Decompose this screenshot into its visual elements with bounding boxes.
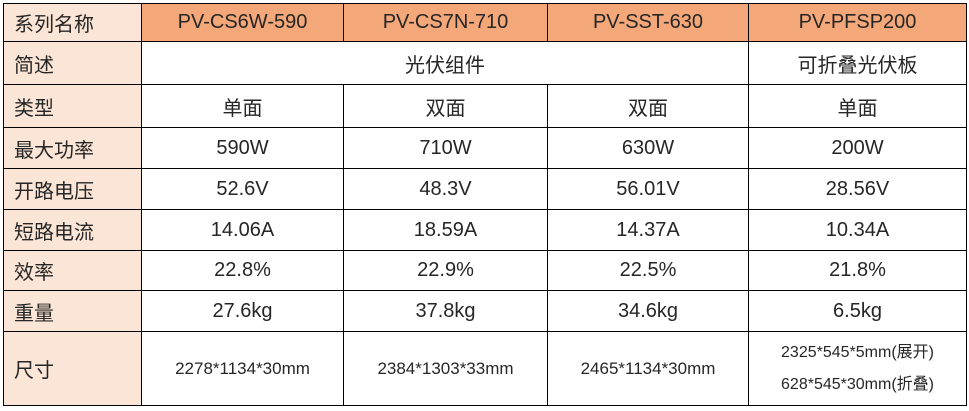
cell-weight-1: 27.6kg xyxy=(141,290,344,332)
row-label-dimensions: 尺寸 xyxy=(3,331,142,406)
row-label-weight: 重量 xyxy=(3,290,142,332)
table-row-header: 系列名称 PV-CS6W-590 PV-CS7N-710 PV-SST-630 … xyxy=(3,3,967,42)
cell-efficiency-1: 22.8% xyxy=(141,250,344,291)
table-row-type: 类型 单面 双面 双面 单面 xyxy=(3,84,967,128)
cell-brief-merged: 光伏组件 xyxy=(141,41,749,85)
row-label-open-circuit-voltage: 开路电压 xyxy=(3,168,142,210)
table-row-efficiency: 效率 22.8% 22.9% 22.5% 21.8% xyxy=(3,250,967,291)
cell-type-1: 单面 xyxy=(141,84,344,128)
cell-dimensions-foldable: 2325*545*5mm(展开) 628*545*30mm(折叠) xyxy=(748,331,967,406)
dimensions-unfolded-text: 2325*545*5mm(展开) xyxy=(781,344,934,362)
cell-type-4: 单面 xyxy=(748,84,967,128)
cell-type-3: 双面 xyxy=(547,84,749,128)
cell-current-3: 14.37A xyxy=(547,209,749,251)
cell-voltage-1: 52.6V xyxy=(141,168,344,210)
cell-dimensions-1: 2278*1134*30mm xyxy=(141,331,344,406)
cell-weight-2: 37.8kg xyxy=(343,290,548,332)
product-spec-table: 系列名称 PV-CS6W-590 PV-CS7N-710 PV-SST-630 … xyxy=(3,3,967,406)
col-header-pv-cs7n-710: PV-CS7N-710 xyxy=(343,3,548,42)
cell-current-4: 10.34A xyxy=(748,209,967,251)
cell-current-1: 14.06A xyxy=(141,209,344,251)
table-row-max-power: 最大功率 590W 710W 630W 200W xyxy=(3,127,967,169)
col-header-pv-cs6w-590: PV-CS6W-590 xyxy=(141,3,344,42)
cell-current-2: 18.59A xyxy=(343,209,548,251)
table-row-brief: 简述 光伏组件 可折叠光伏板 xyxy=(3,41,967,85)
cell-voltage-2: 48.3V xyxy=(343,168,548,210)
row-label-max-power: 最大功率 xyxy=(3,127,142,169)
row-label-series-name: 系列名称 xyxy=(3,3,142,42)
cell-type-2: 双面 xyxy=(343,84,548,128)
cell-voltage-4: 28.56V xyxy=(748,168,967,210)
cell-max-power-2: 710W xyxy=(343,127,548,169)
cell-max-power-3: 630W xyxy=(547,127,749,169)
cell-efficiency-4: 21.8% xyxy=(748,250,967,291)
table-row-dimensions: 尺寸 2278*1134*30mm 2384*1303*33mm 2465*11… xyxy=(3,331,967,406)
cell-weight-4: 6.5kg xyxy=(748,290,967,332)
dimensions-folded-text: 628*545*30mm(折叠) xyxy=(781,375,934,393)
cell-weight-3: 34.6kg xyxy=(547,290,749,332)
cell-brief-foldable: 可折叠光伏板 xyxy=(748,41,967,85)
cell-dimensions-3: 2465*1134*30mm xyxy=(547,331,749,406)
cell-efficiency-2: 22.9% xyxy=(343,250,548,291)
cell-dimensions-2: 2384*1303*33mm xyxy=(343,331,548,406)
row-label-efficiency: 效率 xyxy=(3,250,142,291)
cell-max-power-1: 590W xyxy=(141,127,344,169)
row-label-type: 类型 xyxy=(3,84,142,128)
table-row-weight: 重量 27.6kg 37.8kg 34.6kg 6.5kg xyxy=(3,290,967,332)
row-label-brief: 简述 xyxy=(3,41,142,85)
cell-voltage-3: 56.01V xyxy=(547,168,749,210)
table-row-open-circuit-voltage: 开路电压 52.6V 48.3V 56.01V 28.56V xyxy=(3,168,967,210)
col-header-pv-sst-630: PV-SST-630 xyxy=(547,3,749,42)
cell-efficiency-3: 22.5% xyxy=(547,250,749,291)
row-label-short-circuit-current: 短路电流 xyxy=(3,209,142,251)
cell-max-power-4: 200W xyxy=(748,127,967,169)
col-header-pv-pfsp200: PV-PFSP200 xyxy=(748,3,967,42)
table-row-short-circuit-current: 短路电流 14.06A 18.59A 14.37A 10.34A xyxy=(3,209,967,251)
